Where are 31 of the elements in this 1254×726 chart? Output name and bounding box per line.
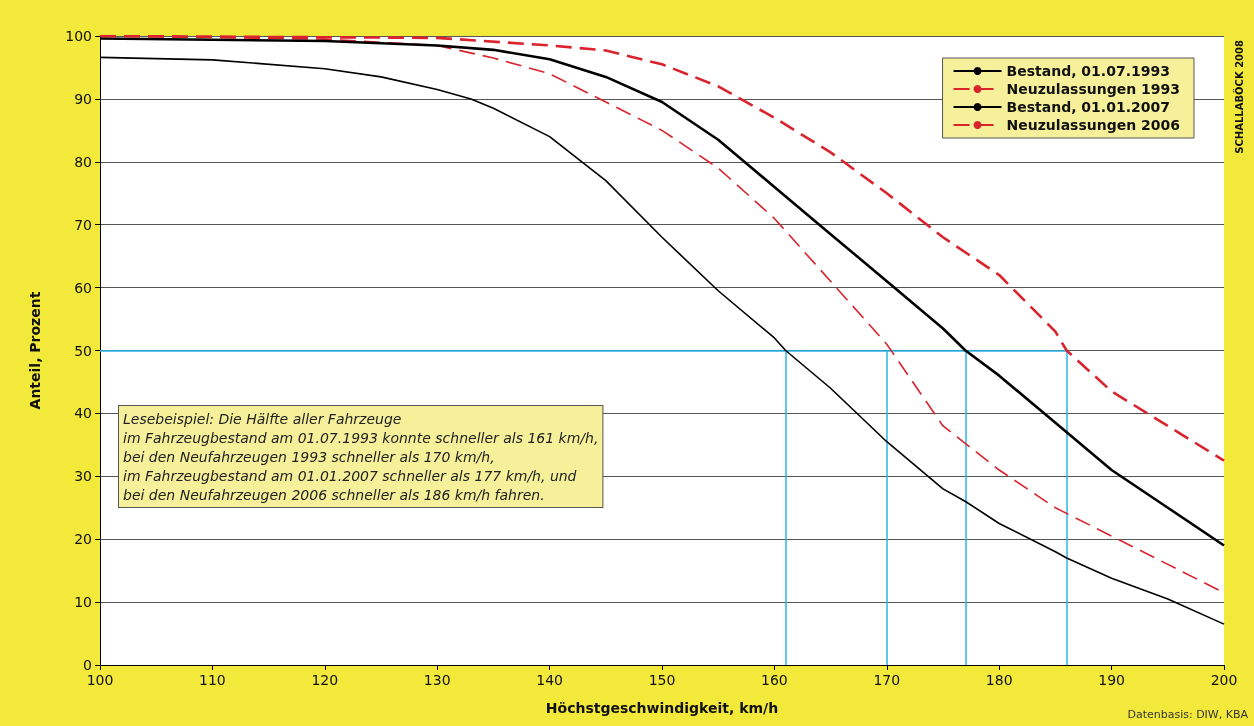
x-tick-label: 120 bbox=[311, 672, 339, 688]
y-tick-label: 90 bbox=[74, 90, 92, 107]
legend-label: Neuzulassungen 2006 bbox=[1006, 117, 1181, 133]
y-tick-label: 30 bbox=[74, 468, 92, 485]
y-tick-label: 70 bbox=[74, 216, 92, 233]
x-tick-label: 130 bbox=[423, 672, 451, 688]
y-axis-title: Anteil, Prozent bbox=[27, 291, 43, 410]
x-tick-label: 190 bbox=[1098, 672, 1125, 688]
annotation: Lesebeispiel: Die Hälfte aller Fahrzeuge im Fahrzeugbestand am 01.07.1993 konnte schneller als 161 km/h, bei den Neufahrzeugen 1993 schneller als 170 km/h, im Fahrzeugbestand am 01.01.2007 schneller als 177 km/h, und bei den Neufahrzeugen 2006 schneller als 186 km/h fahren. bbox=[123, 410, 599, 503]
legend-label: Bestand, 01.07.1993 bbox=[1006, 63, 1170, 79]
x-tick-label: 200 bbox=[1210, 672, 1238, 688]
y-tick-label: 0 bbox=[83, 657, 92, 673]
x-tick-label: 110 bbox=[199, 672, 226, 688]
x-tick-label: 160 bbox=[761, 672, 788, 688]
y-tick-label: 10 bbox=[74, 594, 92, 611]
y-tick-label: 50 bbox=[74, 342, 92, 359]
x-tick-label: 180 bbox=[985, 672, 1013, 688]
text: Datenbasis: DIW, KBA bbox=[1127, 708, 1249, 721]
text: SCHALLABÖCK 2008 bbox=[1231, 39, 1245, 154]
legend-label: Neuzulassungen 1993 bbox=[1006, 81, 1181, 97]
y-tick-label: 40 bbox=[74, 405, 92, 422]
y-tick-label: 100 bbox=[65, 28, 92, 44]
x-axis-title: Höchstgeschwindigkeit, km/h bbox=[545, 700, 779, 716]
y-tick-label: 20 bbox=[74, 531, 92, 548]
x-tick-label: 100 bbox=[86, 672, 114, 688]
x-tick-label: 140 bbox=[536, 672, 563, 688]
y-tick-label: 60 bbox=[74, 279, 92, 296]
y-tick-label: 80 bbox=[74, 153, 92, 170]
x-tick-label: 150 bbox=[648, 672, 676, 688]
legend-label: Bestand, 01.01.2007 bbox=[1006, 99, 1170, 115]
x-tick-label: 170 bbox=[873, 672, 901, 688]
